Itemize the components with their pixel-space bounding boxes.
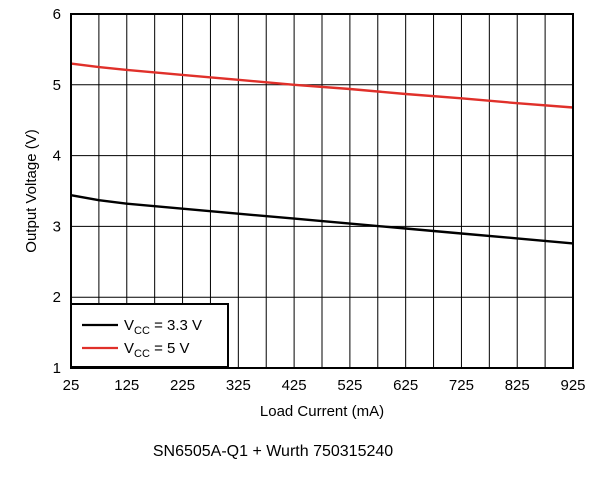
x-tick-label: 925 <box>560 377 585 394</box>
plot-frame <box>70 13 574 369</box>
legend-entry-1: VCC = 3.3 V <box>82 317 202 337</box>
series-line-vcc-3-3 <box>70 194 574 245</box>
x-tick-label: 325 <box>226 377 251 394</box>
legend: VCC = 3.3 V VCC = 5 V <box>70 303 229 368</box>
y-tick-label: 2 <box>53 289 61 306</box>
y-tick-label: 3 <box>53 218 61 235</box>
x-tick-label: 525 <box>337 377 362 394</box>
y-tick-label: 6 <box>53 6 61 23</box>
x-tick-label: 425 <box>282 377 307 394</box>
y-tick-label: 1 <box>53 360 61 377</box>
series-line-vcc-5 <box>70 62 574 109</box>
x-tick-label: 625 <box>393 377 418 394</box>
x-tick-label: 825 <box>505 377 530 394</box>
y-axis-label: Output Voltage (V) <box>23 129 40 252</box>
x-tick-label: 25 <box>63 377 80 394</box>
legend-entry-2: VCC = 5 V <box>82 340 190 360</box>
chart-caption: SN6505A-Q1 + Wurth 750315240 <box>153 443 393 460</box>
x-tick-label: 225 <box>170 377 195 394</box>
x-tick-label: 125 <box>114 377 139 394</box>
legend-label-vcc-5: VCC = 5 V <box>124 340 190 360</box>
legend-label-vcc-3-3: VCC = 3.3 V <box>124 317 202 337</box>
legend-box <box>70 303 229 368</box>
series-layer <box>70 62 574 245</box>
y-tick-label: 4 <box>53 148 61 165</box>
tick-labels: 25 125 225 325 425 525 625 725 825 925 1 2 3 4 5 6 <box>53 6 586 394</box>
x-axis-label: Load Current (mA) <box>260 403 384 420</box>
x-tick-label: 725 <box>449 377 474 394</box>
y-tick-label: 5 <box>53 77 61 94</box>
